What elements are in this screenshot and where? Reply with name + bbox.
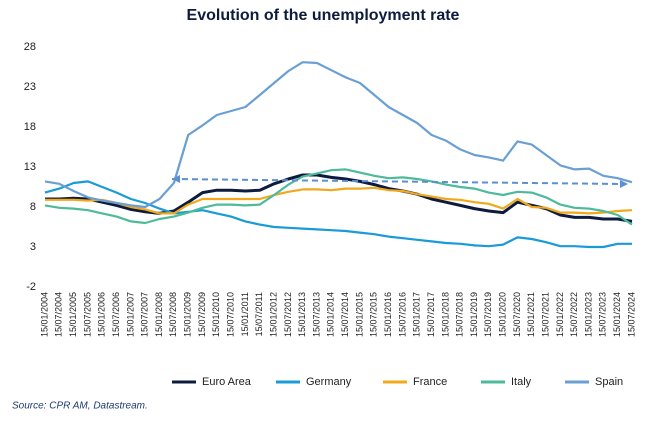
series-line [44, 61, 633, 209]
legend-label: Euro Area [202, 376, 252, 388]
x-tick-label: 15/01/2017 [412, 292, 422, 337]
x-tick-label: 15/07/2004 [54, 292, 64, 337]
y-tick-label: 13 [24, 161, 36, 173]
arrow-head [172, 175, 180, 183]
x-tick-label: 15/07/2011 [254, 292, 264, 336]
x-tick-label: 15/07/2016 [397, 292, 407, 337]
x-tick-label: 15/07/2021 [540, 292, 550, 337]
x-tick-label: 15/07/2020 [512, 292, 522, 337]
x-tick-label: 15/01/2018 [440, 292, 450, 337]
legend-label: Germany [306, 376, 352, 388]
x-tick-label: 15/07/2009 [197, 292, 207, 337]
legend-label: Italy [511, 376, 532, 388]
x-tick-label: 15/01/2014 [326, 292, 336, 337]
x-tick-label: 15/01/2005 [68, 292, 78, 337]
x-tick-label: 15/01/2009 [183, 292, 193, 337]
series-line [45, 186, 633, 215]
trend-arrow [171, 178, 623, 185]
x-tick-label: 15/01/2004 [39, 292, 49, 337]
x-tick-label: 15/07/2007 [140, 292, 150, 337]
x-tick-label: 15/07/2014 [340, 292, 350, 337]
source-note: Source: CPR AM, Datastream. [12, 401, 148, 412]
x-tick-label: 15/07/2017 [426, 292, 436, 337]
x-tick-label: 15/07/2006 [111, 292, 121, 337]
legend-label: Spain [595, 376, 623, 388]
y-tick-label: 18 [24, 121, 36, 133]
x-tick-label: 15/07/2015 [369, 292, 379, 337]
x-tick-label: 15/01/2016 [383, 292, 393, 337]
x-tick-label: 15/07/2013 [311, 292, 321, 337]
x-tick-label: 15/07/2023 [598, 292, 608, 337]
x-tick-label: 15/07/2008 [168, 292, 178, 337]
x-tick-label: 15/07/2022 [569, 292, 579, 337]
plot-area [44, 61, 633, 249]
x-tick-label: 15/01/2013 [297, 292, 307, 337]
x-tick-label: 15/01/2007 [125, 292, 135, 337]
x-tick-label: 15/01/2019 [469, 292, 479, 337]
y-tick-label: 3 [30, 241, 36, 253]
chart-title: Evolution of the unemployment rate [187, 7, 460, 24]
x-tick-label: 15/07/2024 [626, 292, 636, 337]
x-tick-label: 15/07/2019 [483, 292, 493, 337]
x-tick-label: 15/07/2018 [455, 292, 465, 337]
x-tick-label: 15/07/2005 [82, 292, 92, 337]
y-tick-label: 8 [30, 201, 36, 213]
x-tick-label: 15/01/2012 [268, 292, 278, 337]
legend-label: France [413, 376, 447, 388]
x-tick-label: 15/01/2024 [612, 292, 622, 337]
x-tick-label: 15/01/2008 [154, 292, 164, 337]
x-tick-label: 15/01/2022 [555, 292, 565, 337]
series-line [44, 168, 633, 226]
y-tick-label: -2 [26, 281, 36, 293]
x-tick-label: 15/01/2020 [498, 292, 508, 337]
x-tick-label: 15/07/2010 [225, 292, 235, 337]
x-tick-label: 15/01/2010 [211, 292, 221, 337]
x-tick-label: 15/01/2006 [97, 292, 107, 337]
y-tick-label: 23 [24, 81, 36, 93]
y-tick-label: 28 [24, 41, 36, 53]
arrow-head [620, 180, 628, 188]
series-line [44, 180, 632, 249]
x-tick-label: 15/01/2023 [583, 292, 593, 337]
x-tick-label: 15/01/2021 [526, 292, 536, 337]
x-tick-label: 15/01/2015 [354, 292, 364, 337]
series-line [45, 173, 633, 223]
x-tick-label: 15/01/2011 [240, 292, 250, 336]
x-tick-label: 15/07/2012 [283, 292, 293, 337]
